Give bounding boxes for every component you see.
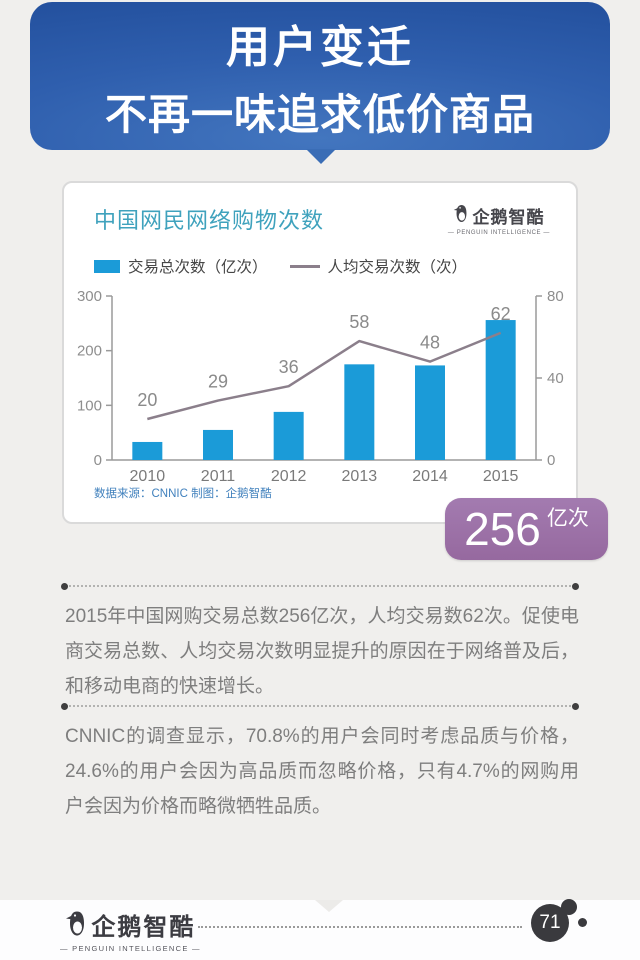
badge-value: 256 — [464, 503, 541, 555]
footer-dotted-line — [198, 926, 522, 928]
logo-name: 企鹅智酷 — [472, 208, 545, 227]
svg-text:300: 300 — [77, 288, 102, 305]
penguin-intelligence-logo: 企鹅智酷 — PENGUIN INTELLIGENCE — — [448, 203, 550, 236]
svg-text:62: 62 — [491, 304, 511, 324]
svg-text:2011: 2011 — [201, 468, 236, 485]
svg-text:100: 100 — [77, 397, 102, 414]
svg-text:2013: 2013 — [342, 468, 378, 485]
svg-text:200: 200 — [77, 343, 102, 360]
svg-text:2015: 2015 — [483, 468, 519, 485]
line-series-label: 人均交易次数（次） — [327, 259, 468, 276]
header-tail-pointer — [306, 149, 336, 164]
svg-text:2014: 2014 — [412, 468, 448, 485]
header-banner: 用户变迁 不再一味追求低价商品 — [30, 2, 610, 150]
bar-series-label: 交易总次数（亿次） — [128, 259, 268, 276]
penguin-icon — [65, 910, 89, 942]
svg-text:0: 0 — [547, 452, 555, 469]
svg-text:29: 29 — [208, 372, 228, 392]
chart-card: 中国网民网络购物次数 企鹅智酷 — PENGUIN INTELLIGENCE —… — [62, 181, 578, 524]
footer-logo: 企鹅智酷 — PENGUIN INTELLIGENCE — — [60, 907, 201, 953]
footer-logo-subtitle: — PENGUIN INTELLIGENCE — — [60, 944, 201, 953]
logo-subtitle: — PENGUIN INTELLIGENCE — — [447, 230, 550, 236]
chart-svg: 0 100 200 300 0 40 80 20 29 36 58 48 62 2010 2011 2012 2… — [77, 288, 564, 485]
line-series-swatch — [289, 264, 320, 268]
footer-logo-name: 企鹅智酷 — [91, 914, 196, 941]
page-badge-dot-small — [578, 918, 587, 927]
page-badge-dot-large — [561, 899, 577, 915]
paragraph-2: CNNIC的调查显示，70.8%的用户会同时考虑品质与价格，24.6%的用户会因… — [65, 726, 579, 817]
header-title-line2: 不再一味追求低价商品 — [104, 90, 535, 138]
svg-text:20: 20 — [137, 390, 157, 410]
header-title-line1: 用户变迁 — [226, 22, 414, 72]
bar-series-swatch — [94, 259, 120, 273]
badge-unit: 亿次 — [546, 507, 589, 530]
chart-source-note: 数据来源：CNNIC 制图：企鹅智酷 — [94, 488, 272, 500]
highlight-badge: 256 亿次 — [445, 498, 608, 560]
svg-text:2010: 2010 — [130, 468, 166, 485]
chart-title: 中国网民网络购物次数 — [94, 208, 325, 233]
footer-notch-pointer — [315, 900, 343, 912]
svg-text:36: 36 — [279, 357, 299, 377]
paragraph-1: 2015年中国网购交易总数256亿次，人均交易数62次。促使电商交易总数、人均交… — [65, 606, 579, 697]
svg-text:48: 48 — [420, 333, 440, 353]
svg-text:80: 80 — [547, 288, 564, 305]
svg-text:0: 0 — [94, 452, 102, 469]
svg-text:2012: 2012 — [271, 468, 307, 485]
penguin-icon — [453, 204, 470, 228]
svg-text:40: 40 — [547, 370, 564, 387]
chart-legend: 交易总次数（亿次） 人均交易次数（次） — [94, 255, 467, 277]
dotted-separator-middle — [61, 703, 579, 710]
svg-text:58: 58 — [349, 312, 369, 332]
dotted-separator-top — [61, 583, 579, 590]
